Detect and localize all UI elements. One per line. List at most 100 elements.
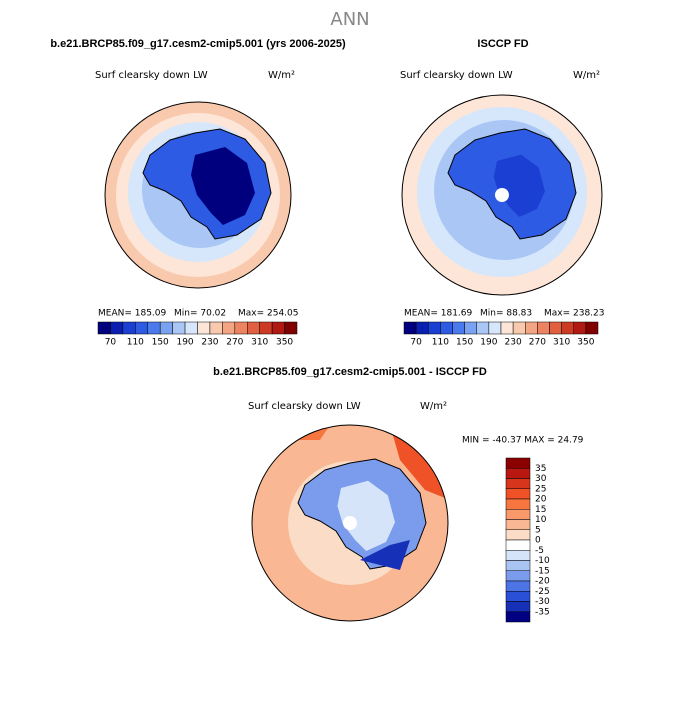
colorbar-label: 25 [535, 484, 546, 494]
colorbar-box [505, 509, 531, 520]
colorbar-box [537, 321, 550, 335]
colorbar-box [505, 457, 531, 469]
stats: Min= 70.02 [174, 309, 226, 319]
colorbar-box [135, 321, 148, 335]
colorbar-label: -15 [535, 566, 550, 576]
map-border [104, 101, 292, 289]
colorbar-box [259, 321, 273, 335]
colorbar-box [505, 570, 531, 582]
panel-title: b.e21.BRCP85.f09_g17.cesm2-cmip5.001 - I… [213, 366, 487, 378]
colorbar-label: 190 [176, 338, 193, 348]
map [252, 425, 448, 621]
colorbar-box [505, 478, 531, 489]
colorbar-label: 5 [535, 525, 541, 535]
colorbar-box [415, 321, 429, 335]
map-border [401, 94, 603, 296]
panel-title: b.e21.BRCP85.f09_g17.cesm2-cmip5.001 (yr… [50, 38, 346, 50]
colorbar-box [97, 321, 111, 335]
figure-title: ANN [330, 9, 369, 30]
stats: Max= 238.23 [544, 309, 605, 319]
colorbar-label: 350 [577, 338, 594, 348]
colorbar-box [222, 321, 236, 335]
colorbar-box [464, 321, 477, 335]
colorbar-box [505, 611, 531, 623]
colorbar-label: 70 [410, 338, 422, 348]
colorbar-box [271, 321, 285, 335]
colorbar-box [147, 321, 161, 335]
colorbar-box [500, 321, 514, 335]
colorbar-box [525, 321, 538, 335]
colorbar-label: 310 [251, 338, 268, 348]
colorbar-label: 10 [535, 515, 547, 525]
colorbar-box [512, 321, 526, 335]
map [402, 95, 602, 295]
colorbar-label: 70 [105, 338, 117, 348]
colorbar-box [197, 321, 211, 335]
colorbar-box [505, 529, 531, 541]
stats: MEAN= 185.09 [98, 309, 167, 319]
colorbar-label: 15 [535, 505, 546, 515]
colorbar-label: 150 [456, 338, 473, 348]
colorbar-box [247, 321, 260, 335]
colorbar-box [184, 321, 198, 335]
colorbar-box [505, 580, 531, 592]
colorbar-label: 150 [152, 338, 169, 348]
colorbar-box [476, 321, 490, 335]
colorbar-box [549, 321, 562, 335]
colorbar-box [505, 519, 531, 530]
colorbar-label: 20 [535, 495, 547, 505]
colorbar-label: -35 [535, 607, 550, 617]
colorbar-box [110, 321, 124, 335]
variable: Surf clearsky down LW [248, 401, 361, 412]
colorbar-box [452, 321, 465, 335]
panel-title: ISCCP FD [477, 38, 528, 50]
colorbar-box [585, 321, 599, 335]
colorbar-label: 270 [226, 338, 243, 348]
colorbar-label: -30 [535, 597, 550, 607]
colorbar-label: 230 [201, 338, 218, 348]
colorbar-label: -10 [535, 556, 550, 566]
colorbar-box [505, 560, 531, 571]
colorbar-label: 110 [127, 338, 144, 348]
colorbar-box [159, 321, 173, 335]
colorbar-label: -25 [535, 587, 550, 597]
colorbar-box [209, 321, 223, 335]
colorbar-label: 190 [480, 338, 497, 348]
colorbar-label: 0 [535, 536, 541, 546]
colorbar-box [505, 550, 531, 561]
colorbar-box [505, 539, 531, 551]
colorbar-box [428, 321, 441, 335]
stats: Max= 254.05 [238, 309, 299, 319]
colorbar-box [505, 498, 531, 510]
colorbar-box [505, 591, 531, 602]
colorbar-box [440, 321, 453, 335]
units: W/m² [268, 70, 295, 81]
units: W/m² [420, 401, 447, 412]
colorbar-box [122, 321, 136, 335]
colorbar-label: 30 [535, 474, 547, 484]
variable: Surf clearsky down LW [400, 70, 513, 81]
colorbar-label: 230 [505, 338, 522, 348]
colorbar-box [403, 321, 417, 335]
units: W/m² [573, 70, 600, 81]
colorbar-label: 350 [276, 338, 293, 348]
colorbar-label: 310 [553, 338, 570, 348]
variable: Surf clearsky down LW [95, 70, 208, 81]
colorbar-box [505, 468, 531, 479]
colorbar-box [234, 321, 248, 335]
colorbar-label: 35 [535, 464, 546, 474]
colorbar-label: -5 [535, 546, 544, 556]
map [105, 102, 291, 288]
stats: MEAN= 181.69 [404, 309, 473, 319]
colorbar-box [505, 601, 531, 612]
colorbar-box [284, 321, 298, 335]
stats: Min= 88.83 [480, 309, 532, 319]
stats: MIN = -40.37 MAX = 24.79 [462, 436, 584, 446]
colorbar-box [488, 321, 502, 335]
map-border [251, 424, 449, 622]
colorbar-box [573, 321, 587, 335]
colorbar-label: -20 [535, 577, 550, 587]
colorbar-box [172, 321, 186, 335]
colorbar-label: 270 [529, 338, 546, 348]
